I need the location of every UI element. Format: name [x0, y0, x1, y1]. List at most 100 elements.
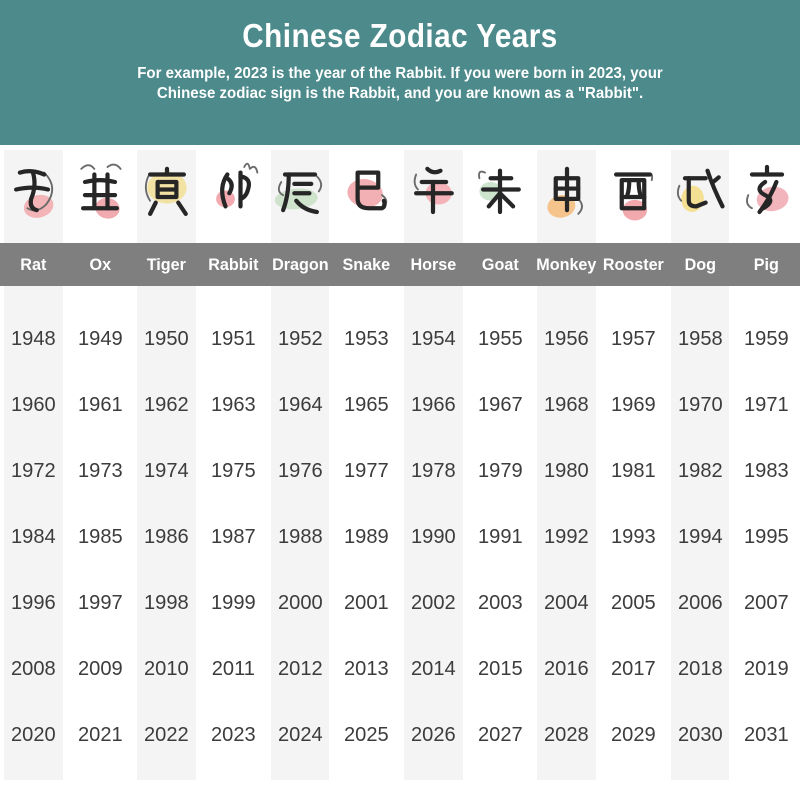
zodiac-years-grid: 1948 1949 1950 1951 1952 1953 1954 1955 1956 1957…	[0, 286, 800, 768]
year-cell: 2016	[544, 657, 590, 680]
zodiac-icon-cell	[533, 150, 600, 243]
year-cell: 1953	[344, 327, 390, 350]
year-cell: 1972	[10, 459, 56, 482]
zodiac-icon-cell	[600, 150, 667, 243]
zodiac-icon-row	[0, 150, 800, 243]
year-cell: 1990	[411, 525, 456, 548]
year-cell: 2029	[611, 723, 656, 746]
year-cell: 1988	[277, 525, 323, 548]
column-header-rooster: Rooster	[602, 254, 664, 274]
zodiac-icon-cell	[0, 150, 67, 243]
pig-icon	[745, 164, 789, 214]
year-cell: 1981	[611, 459, 656, 482]
year-cell: 2021	[77, 723, 123, 746]
year-cell: 1971	[744, 393, 790, 416]
zodiac-name-header-row: Rat Ox Tiger Rabbit Dragon Snake Horse Goat Monk…	[0, 243, 800, 286]
header-banner: Chinese Zodiac Years For example, 2023 i…	[0, 0, 800, 145]
year-cell: 1951	[211, 327, 256, 350]
year-cell: 1993	[611, 525, 656, 548]
goat-icon	[478, 168, 521, 214]
year-cell: 1962	[144, 393, 190, 416]
zodiac-icon-cell	[200, 150, 267, 243]
year-cell: 2026	[411, 723, 456, 746]
year-cell: 1956	[544, 327, 590, 350]
year-cell: 1995	[744, 525, 790, 548]
year-cell: 1960	[10, 393, 56, 416]
year-cell: 1994	[677, 525, 723, 548]
zodiac-icon-cell	[267, 150, 334, 243]
ox-icon	[80, 163, 122, 219]
year-cell: 2010	[144, 657, 190, 680]
year-cell: 1954	[411, 327, 456, 350]
subtitle-line-2: Chinese zodiac sign is the Rabbit, and y…	[156, 85, 644, 102]
year-cell: 2003	[477, 591, 523, 614]
year-cell: 1949	[77, 327, 123, 350]
zodiac-icon-cell	[733, 150, 800, 243]
year-cell: 2006	[677, 591, 723, 614]
year-cell: 1967	[477, 393, 523, 416]
column-header-dragon: Dragon	[271, 254, 329, 274]
zodiac-icon-cell	[67, 150, 134, 243]
year-cell: 2001	[344, 591, 390, 614]
zodiac-icon-cell	[133, 150, 200, 243]
year-cell: 1968	[544, 393, 590, 416]
year-cell: 2023	[211, 723, 256, 746]
year-cell: 1980	[544, 459, 590, 482]
rooster-icon	[614, 171, 654, 220]
column-header-rat: Rat	[20, 254, 47, 274]
year-cell: 2000	[277, 591, 323, 614]
column-header-rabbit: Rabbit	[208, 254, 259, 274]
column-header-goat: Goat	[481, 254, 519, 274]
year-row: 1960 1961 1962 1963 1964 1965 1966 1967 1968 1969…	[0, 372, 800, 438]
year-row: 1948 1949 1950 1951 1952 1953 1954 1955 1956 1957…	[0, 306, 800, 372]
year-cell: 1948	[10, 327, 56, 350]
year-cell: 2005	[611, 591, 656, 614]
column-header-monkey: Monkey	[536, 254, 597, 274]
page-subtitle: For example, 2023 is the year of the Rab…	[80, 64, 720, 104]
year-cell: 2030	[677, 723, 723, 746]
year-cell: 1975	[211, 459, 256, 482]
year-cell: 1986	[144, 525, 190, 548]
year-cell: 2017	[611, 657, 656, 680]
year-cell: 2028	[544, 723, 590, 746]
year-cell: 2027	[477, 723, 523, 746]
year-cell: 1950	[144, 327, 190, 350]
year-cell: 2024	[277, 723, 323, 746]
subtitle-line-1: For example, 2023 is the year of the Rab…	[137, 65, 663, 82]
year-cell: 1959	[744, 327, 790, 350]
year-cell: 1963	[211, 393, 256, 416]
year-cell: 1992	[544, 525, 590, 548]
column-header-horse: Horse	[410, 254, 457, 274]
year-cell: 1998	[144, 591, 190, 614]
year-cell: 1970	[677, 393, 723, 416]
year-cell: 1961	[77, 393, 123, 416]
year-cell: 1965	[344, 393, 390, 416]
zodiac-icon-cell	[333, 150, 400, 243]
zodiac-icon-cell	[400, 150, 467, 243]
monkey-icon	[547, 166, 583, 218]
year-cell: 1955	[477, 327, 523, 350]
year-cell: 1996	[10, 591, 56, 614]
column-header-pig: Pig	[754, 254, 780, 274]
year-cell: 1985	[77, 525, 123, 548]
year-cell: 1952	[277, 327, 323, 350]
zodiac-icon-cell	[467, 150, 534, 243]
year-cell: 1983	[744, 459, 790, 482]
year-cell: 1973	[77, 459, 123, 482]
year-cell: 2008	[10, 657, 56, 680]
rat-icon	[14, 168, 54, 218]
year-cell: 2013	[344, 657, 390, 680]
year-cell: 2022	[144, 723, 190, 746]
year-cell: 1982	[677, 459, 723, 482]
year-cell: 2004	[544, 591, 590, 614]
year-cell: 1978	[411, 459, 456, 482]
year-cell: 1976	[277, 459, 323, 482]
year-cell: 1966	[411, 393, 456, 416]
year-row: 1972 1973 1974 1975 1976 1977 1978 1979 1980 1981…	[0, 438, 800, 504]
zodiac-icon-cell	[667, 150, 734, 243]
horse-icon	[414, 166, 455, 214]
year-cell: 2009	[77, 657, 123, 680]
year-cell: 2019	[744, 657, 790, 680]
